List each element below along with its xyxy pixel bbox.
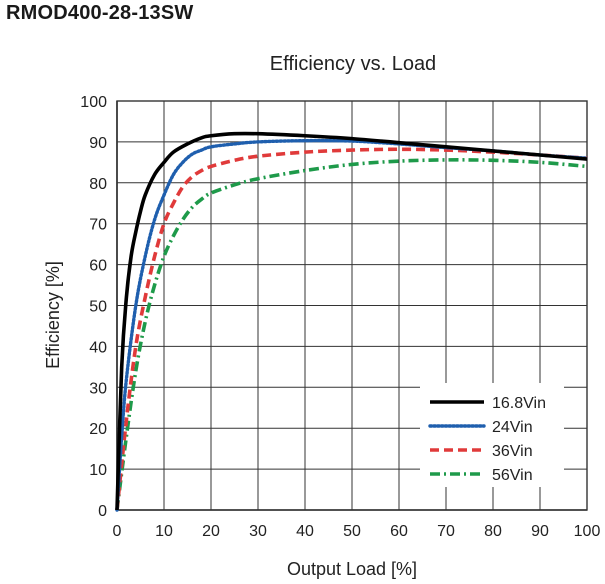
x-tick-label: 0 [113,523,122,540]
legend-label: 24Vin [492,419,533,436]
chart-legend: 16.8Vin 24Vin 36Vin 56Vin [420,383,564,487]
x-tick-label: 30 [249,523,267,540]
x-tick-label: 100 [574,523,601,540]
chart-title: Efficiency vs. Load [270,53,436,75]
y-tick-label: 20 [89,421,107,438]
x-tick-label: 40 [296,523,314,540]
plot-frame [116,100,588,511]
x-tick-label: 70 [437,523,455,540]
series-line-16-8vin [115,131,588,511]
y-tick-label: 0 [98,503,107,520]
series-line-36vin [115,147,588,511]
x-axis-label: Output Load [%] [287,559,417,579]
legend-label: 56Vin [492,467,533,484]
y-tick-label: 60 [89,258,107,275]
product-title: RMOD400-28-13SW [6,2,194,24]
y-axis-label: Efficiency [%] [43,261,63,369]
x-tick-label: 10 [155,523,173,540]
x-tick-label: 80 [484,523,502,540]
chart-ticks: 0 10 20 30 40 50 60 70 80 90 100 0 10 20 30 40 50 60 70 80 9… [80,94,600,540]
legend-label: 16.8Vin [492,395,546,412]
y-tick-label: 90 [89,135,107,152]
y-tick-label: 100 [80,94,107,111]
y-tick-label: 30 [89,380,107,397]
y-tick-label: 40 [89,339,107,356]
y-tick-label: 50 [89,299,107,316]
y-tick-label: 10 [89,462,107,479]
x-tick-label: 20 [202,523,220,540]
y-tick-label: 80 [89,176,107,193]
legend-label: 36Vin [492,443,533,460]
y-tick-label: 70 [89,217,107,234]
x-tick-label: 90 [531,523,549,540]
x-tick-label: 60 [390,523,408,540]
x-tick-label: 50 [343,523,361,540]
chart-series [115,131,589,512]
